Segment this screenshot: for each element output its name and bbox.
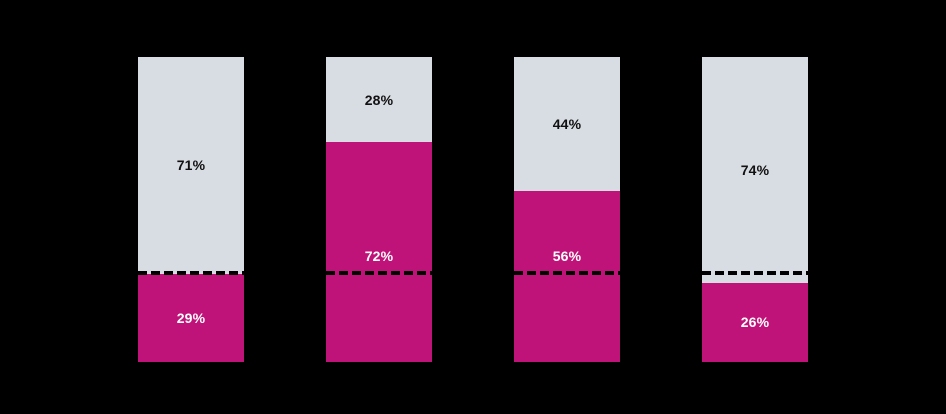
segment-top-label: 28% [364,91,394,108]
reference-dashed-line [326,271,432,275]
segment-bottom-label: 56% [552,248,582,264]
segment-bottom [326,142,432,362]
segment-bottom-label: 72% [364,248,394,264]
segment-bottom [138,273,244,362]
bar-column: 44% 56% [514,0,620,414]
segment-bottom-label: 29% [176,309,206,326]
segment-top-label: 71% [176,157,206,174]
segment-bottom [702,282,808,362]
segment-top [326,57,432,143]
segment-top [514,57,620,192]
reference-dashed-line [138,271,244,275]
bar-column: 74% 26% [702,0,808,414]
segment-top-label: 74% [740,161,770,178]
segment-top [138,57,244,274]
reference-dashed-line [702,271,808,275]
segment-top-label: 44% [552,116,582,133]
segment-bottom-label: 26% [740,314,770,331]
reference-dashed-line [514,271,620,275]
segment-bottom [514,191,620,362]
segment-top [702,57,808,283]
bar-column: 71% 29% [138,0,244,414]
bar-column: 28% 72% [326,0,432,414]
